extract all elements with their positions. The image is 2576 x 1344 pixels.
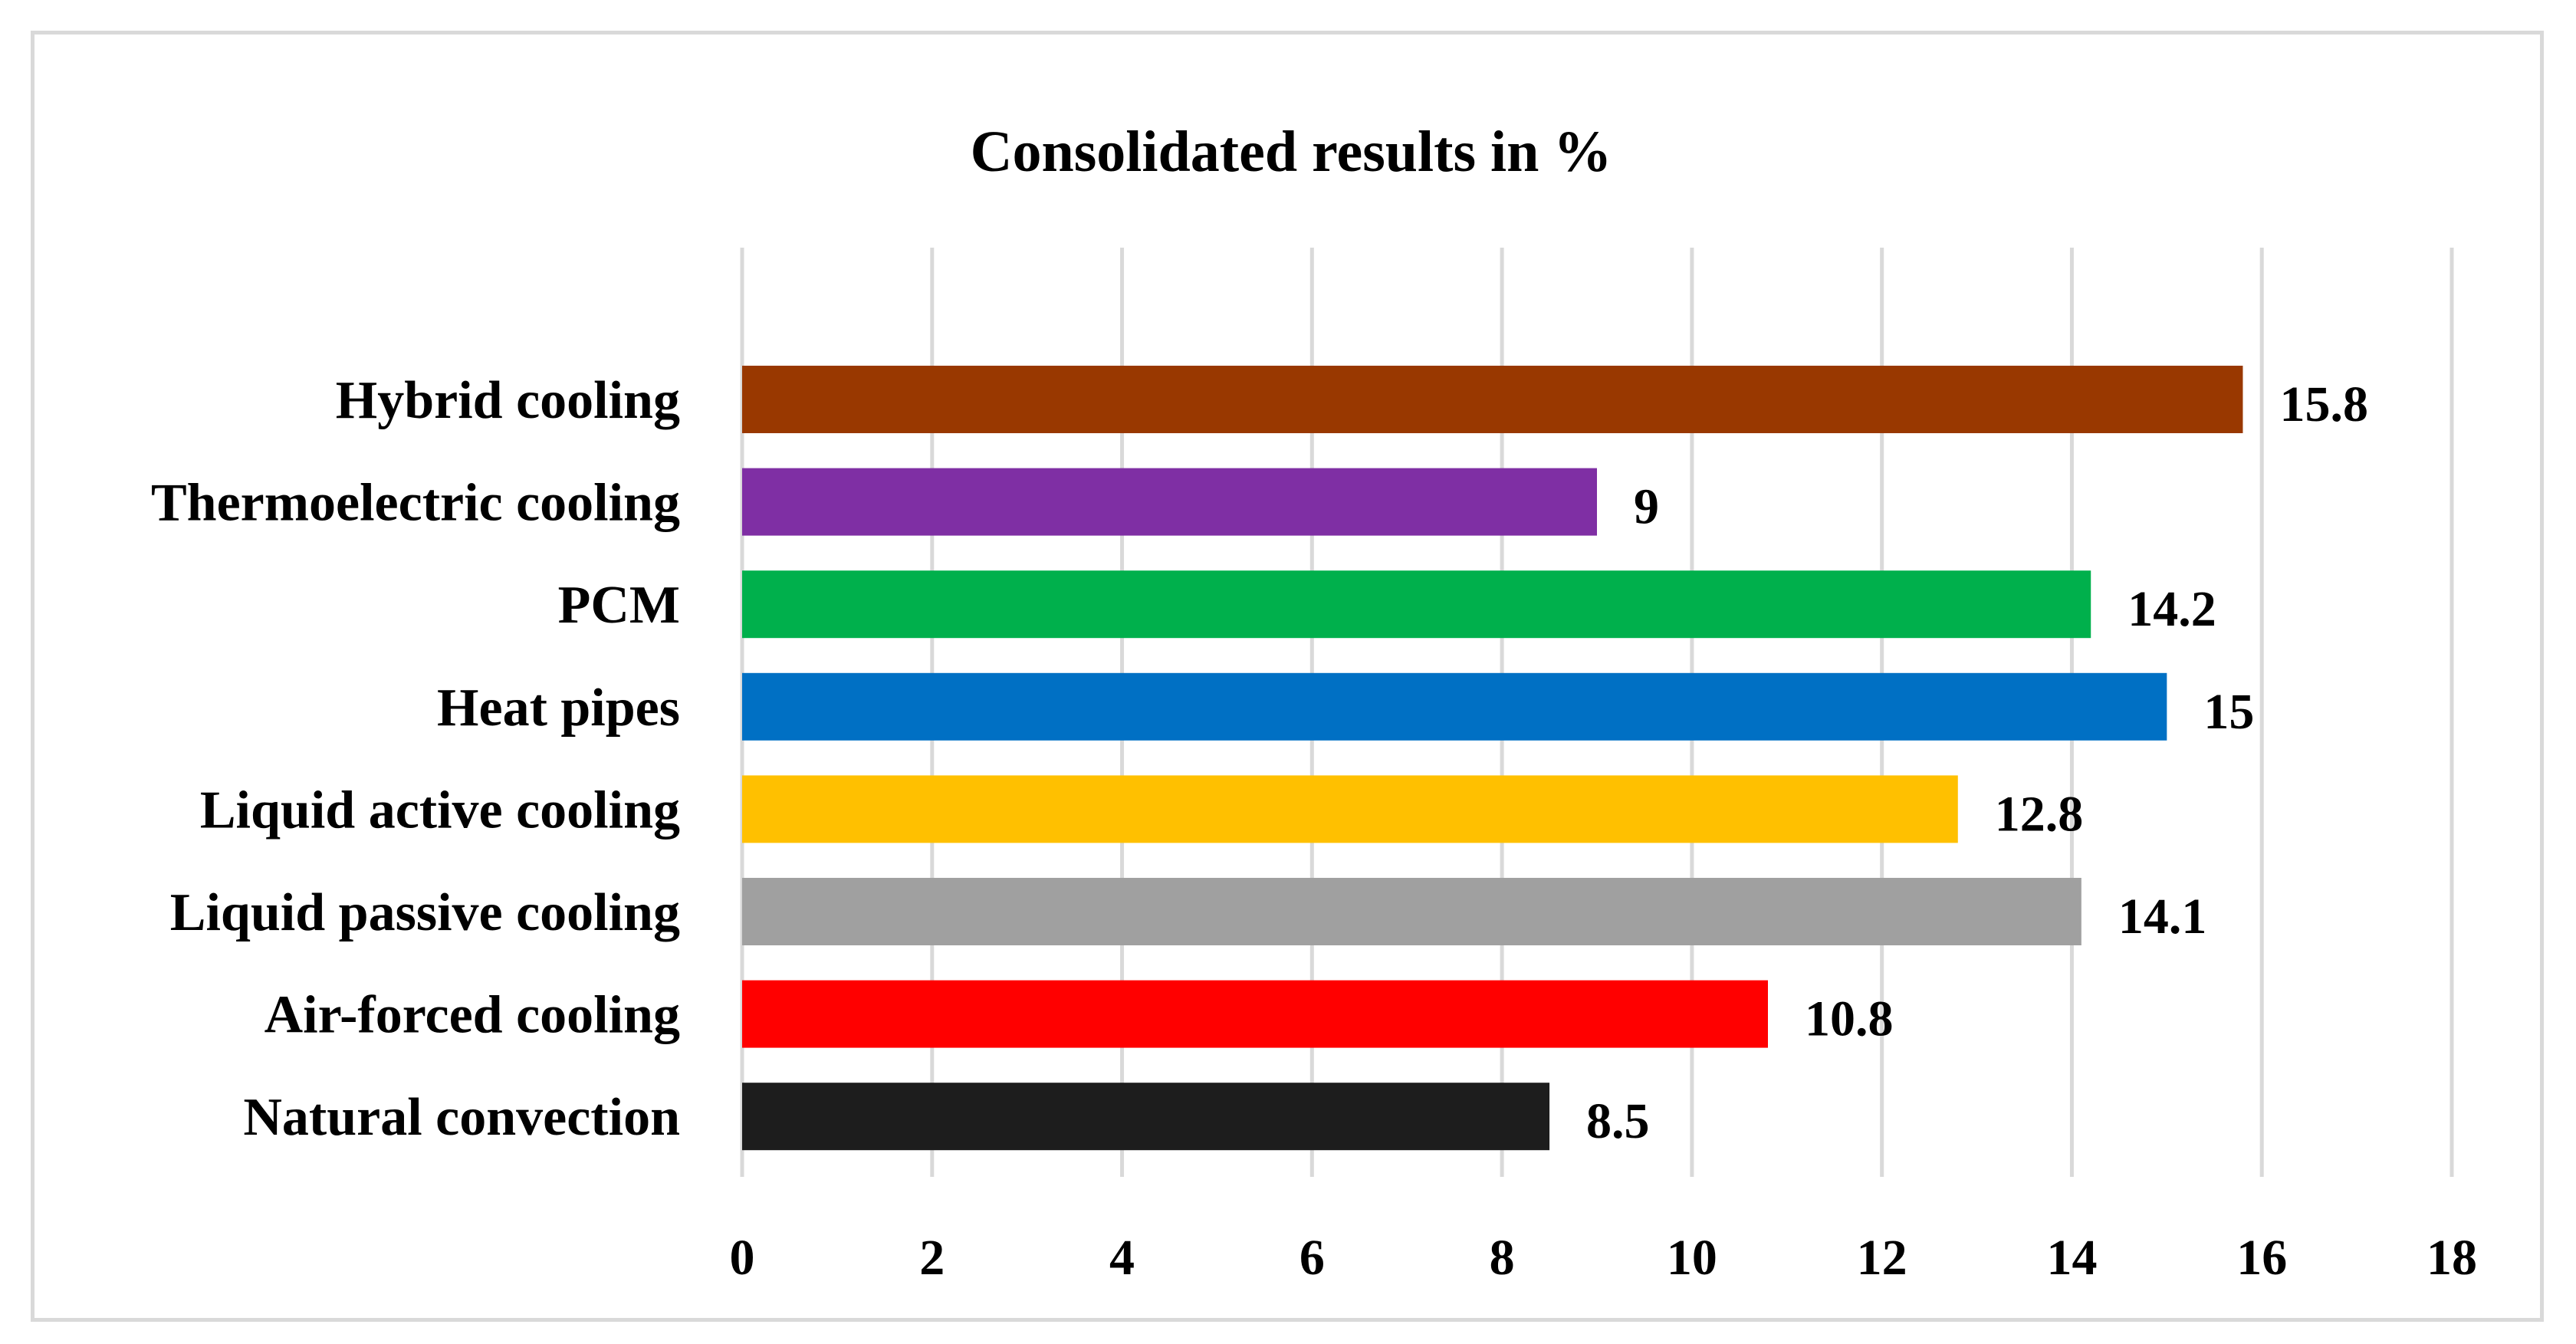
x-tick-label: 6 [1300, 1230, 1325, 1286]
x-tick-label: 4 [1109, 1230, 1135, 1286]
category-labels: Hybrid cooling Thermoelectric cooling PCM H… [151, 371, 680, 1147]
category-label: Natural convection [243, 1088, 680, 1147]
x-tick-label: 12 [1857, 1230, 1907, 1286]
data-label: 8.5 [1586, 1093, 1650, 1149]
bar [742, 980, 1768, 1048]
data-label: 9 [1634, 479, 1659, 535]
category-label: Liquid passive cooling [170, 883, 680, 942]
data-label: 14.2 [2128, 581, 2216, 637]
data-label: 12.8 [1995, 786, 2084, 842]
x-axis-ticks: 0 2 4 6 8 10 12 14 16 18 [730, 1230, 2478, 1286]
x-tick-label: 8 [1490, 1230, 1515, 1286]
data-label: 15.8 [2279, 376, 2368, 432]
data-label: 10.8 [1805, 991, 1894, 1047]
bar [742, 366, 2243, 433]
bar [742, 570, 2091, 639]
x-tick-label: 18 [2426, 1230, 2477, 1286]
bar [742, 775, 1958, 843]
category-label: Liquid active cooling [200, 780, 680, 840]
x-tick-label: 14 [2046, 1230, 2097, 1286]
bars [742, 366, 2243, 1151]
chart-frame: Consolidated results in % Hybrid cooling… [31, 31, 2544, 1322]
category-label: Hybrid cooling [336, 371, 680, 430]
x-tick-label: 16 [2236, 1230, 2287, 1286]
bar [742, 468, 1597, 536]
x-tick-label: 2 [919, 1230, 945, 1286]
x-tick-label: 10 [1667, 1230, 1717, 1286]
data-label: 15 [2203, 684, 2254, 740]
category-label: Thermoelectric cooling [151, 474, 680, 533]
chart-svg: Consolidated results in % Hybrid cooling… [151, 120, 2478, 1286]
chart-title: Consolidated results in % [971, 120, 1612, 184]
category-label: Heat pipes [437, 679, 680, 738]
data-labels: 15.8 9 14.2 15 12.8 14.1 10.8 8.5 [1586, 376, 2368, 1149]
bar [742, 1083, 1550, 1151]
data-label: 14.1 [2118, 889, 2207, 945]
category-label: PCM [558, 576, 680, 635]
bar [742, 672, 2167, 741]
x-tick-label: 0 [730, 1230, 755, 1286]
bar [742, 878, 2082, 945]
category-label: Air-forced cooling [264, 986, 680, 1045]
